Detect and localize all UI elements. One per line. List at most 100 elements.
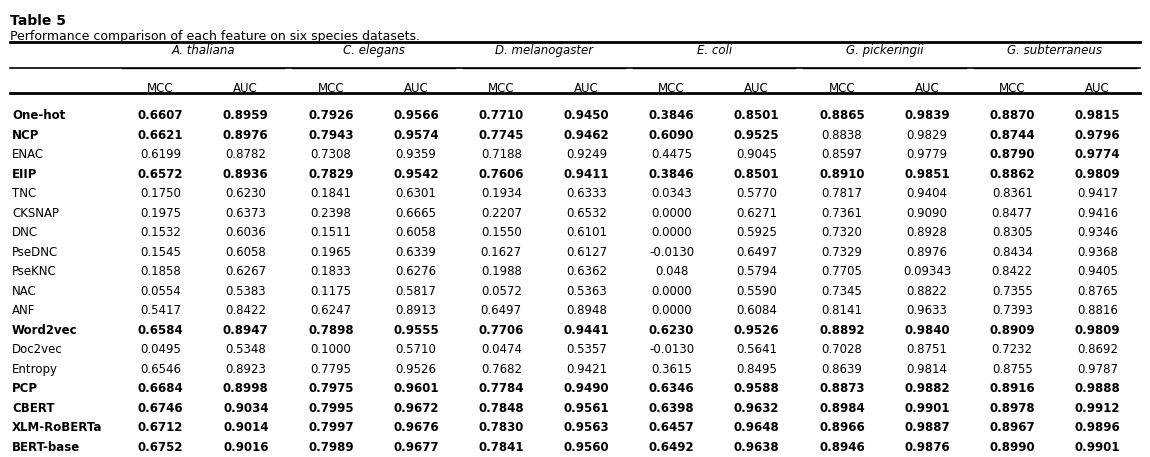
Text: 0.8948: 0.8948: [566, 304, 607, 317]
Text: 0.8959: 0.8959: [223, 109, 269, 122]
Text: 0.8928: 0.8928: [906, 226, 948, 239]
Text: MCC: MCC: [999, 82, 1026, 95]
Text: 0.0000: 0.0000: [651, 226, 692, 239]
Text: 0.1532: 0.1532: [140, 226, 181, 239]
Text: ANF: ANF: [12, 304, 36, 317]
Text: 0.7188: 0.7188: [481, 148, 522, 161]
Text: 0.8946: 0.8946: [819, 441, 865, 454]
Text: 0.6230: 0.6230: [649, 324, 695, 337]
Text: -0.0130: -0.0130: [649, 246, 695, 259]
Text: 0.6362: 0.6362: [566, 265, 607, 278]
Text: 0.8639: 0.8639: [821, 363, 862, 376]
Text: 0.09343: 0.09343: [903, 265, 951, 278]
Text: 0.7898: 0.7898: [308, 324, 354, 337]
Text: 0.6199: 0.6199: [140, 148, 182, 161]
Text: 0.5641: 0.5641: [736, 343, 777, 356]
Text: 0.7710: 0.7710: [478, 109, 524, 122]
Text: Entropy: Entropy: [12, 363, 58, 376]
Text: 0.3846: 0.3846: [649, 109, 695, 122]
Text: A. thaliana: A. thaliana: [171, 44, 235, 57]
Text: 0.8873: 0.8873: [819, 382, 865, 395]
Text: 0.8967: 0.8967: [989, 421, 1035, 434]
Text: 0.9888: 0.9888: [1074, 382, 1120, 395]
Text: 0.0000: 0.0000: [651, 304, 692, 317]
Text: 0.9787: 0.9787: [1076, 363, 1118, 376]
Text: 0.9774: 0.9774: [1074, 148, 1120, 161]
Text: 0.6127: 0.6127: [566, 246, 607, 259]
Text: 0.7784: 0.7784: [478, 382, 524, 395]
Text: 0.9563: 0.9563: [564, 421, 610, 434]
Text: 0.6532: 0.6532: [566, 207, 607, 220]
Text: 0.7355: 0.7355: [991, 285, 1033, 298]
Text: 0.9421: 0.9421: [566, 363, 607, 376]
Text: 0.9601: 0.9601: [393, 382, 439, 395]
Text: EIIP: EIIP: [12, 168, 37, 181]
Text: AUC: AUC: [1086, 82, 1110, 95]
Text: 0.1833: 0.1833: [310, 265, 351, 278]
Text: C. elegans: C. elegans: [343, 44, 405, 57]
Text: DNC: DNC: [12, 226, 38, 239]
Text: 0.1858: 0.1858: [140, 265, 181, 278]
Text: 0.1175: 0.1175: [310, 285, 352, 298]
Text: 0.6230: 0.6230: [225, 187, 266, 200]
Text: 0.5348: 0.5348: [225, 343, 266, 356]
Text: 0.8495: 0.8495: [736, 363, 777, 376]
Text: 0.6333: 0.6333: [566, 187, 607, 200]
Text: 0.8990: 0.8990: [989, 441, 1035, 454]
Text: 0.6607: 0.6607: [138, 109, 183, 122]
Text: 0.7706: 0.7706: [478, 324, 524, 337]
Text: 0.6584: 0.6584: [138, 324, 184, 337]
Text: 0.6084: 0.6084: [736, 304, 777, 317]
Text: 0.5710: 0.5710: [396, 343, 437, 356]
Text: 0.9779: 0.9779: [906, 148, 948, 161]
Text: 0.6346: 0.6346: [649, 382, 695, 395]
Text: NCP: NCP: [12, 129, 39, 142]
Text: PseDNC: PseDNC: [12, 246, 59, 259]
Text: 0.8870: 0.8870: [989, 109, 1035, 122]
Text: 0.8976: 0.8976: [906, 246, 948, 259]
Text: 0.8966: 0.8966: [819, 421, 865, 434]
Text: 0.8751: 0.8751: [906, 343, 948, 356]
Text: 0.9555: 0.9555: [393, 324, 439, 337]
Text: 0.6247: 0.6247: [310, 304, 352, 317]
Text: 0.8765: 0.8765: [1078, 285, 1118, 298]
Text: BERT-base: BERT-base: [12, 441, 80, 454]
Text: 0.7232: 0.7232: [991, 343, 1033, 356]
Text: 0.3846: 0.3846: [649, 168, 695, 181]
Text: 0.9574: 0.9574: [393, 129, 439, 142]
Text: 0.8422: 0.8422: [225, 304, 267, 317]
Text: 0.8916: 0.8916: [989, 382, 1035, 395]
Text: TNC: TNC: [12, 187, 37, 200]
Text: 0.9638: 0.9638: [734, 441, 780, 454]
Text: 0.1511: 0.1511: [310, 226, 352, 239]
Text: 0.5794: 0.5794: [736, 265, 777, 278]
Text: 0.8909: 0.8909: [989, 324, 1035, 337]
Text: XLM-RoBERTa: XLM-RoBERTa: [12, 421, 102, 434]
Text: 0.9882: 0.9882: [904, 382, 950, 395]
Text: 0.9346: 0.9346: [1076, 226, 1118, 239]
Text: 0.7997: 0.7997: [308, 421, 354, 434]
Text: 0.7795: 0.7795: [310, 363, 352, 376]
Text: 0.9034: 0.9034: [223, 402, 268, 415]
Text: 0.1627: 0.1627: [481, 246, 522, 259]
Text: 0.7345: 0.7345: [821, 285, 862, 298]
Text: 0.9450: 0.9450: [564, 109, 610, 122]
Text: 0.6457: 0.6457: [649, 421, 695, 434]
Text: 0.9411: 0.9411: [564, 168, 610, 181]
Text: 0.9840: 0.9840: [904, 324, 950, 337]
Text: 0.5383: 0.5383: [225, 285, 266, 298]
Text: 0.8434: 0.8434: [991, 246, 1033, 259]
Text: 0.9796: 0.9796: [1074, 129, 1120, 142]
Text: PseKNC: PseKNC: [12, 265, 56, 278]
Text: 0.8361: 0.8361: [991, 187, 1033, 200]
Text: 0.7745: 0.7745: [478, 129, 524, 142]
Text: AUC: AUC: [744, 82, 769, 95]
Text: 0.1988: 0.1988: [481, 265, 522, 278]
Text: 0.9045: 0.9045: [736, 148, 777, 161]
Text: 0.7028: 0.7028: [821, 343, 862, 356]
Text: 0.7817: 0.7817: [821, 187, 862, 200]
Text: CKSNAP: CKSNAP: [12, 207, 59, 220]
Text: 0.2207: 0.2207: [481, 207, 522, 220]
Text: 0.6746: 0.6746: [138, 402, 183, 415]
Text: 0.9090: 0.9090: [906, 207, 948, 220]
